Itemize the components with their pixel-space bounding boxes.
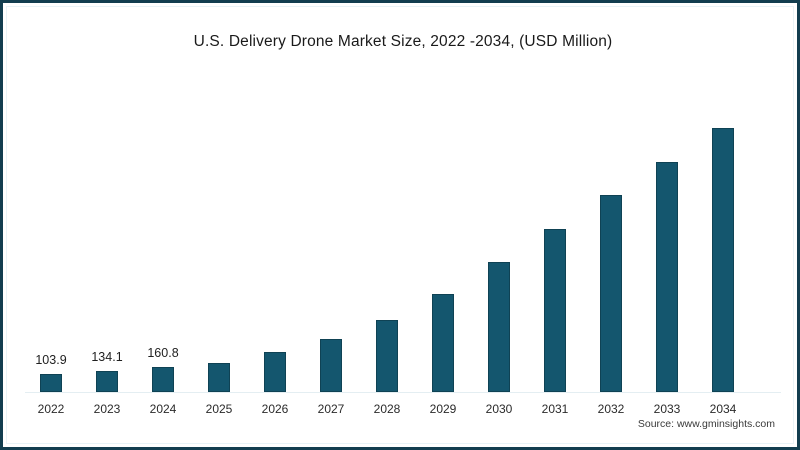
bar-value-label: 134.1 — [91, 350, 123, 364]
x-tick-label: 2027 — [317, 402, 345, 416]
bar-slot — [639, 72, 695, 392]
x-tick-label: 2032 — [597, 402, 625, 416]
x-tick-label: 2023 — [93, 402, 121, 416]
chart-title: U.S. Delivery Drone Market Size, 2022 -2… — [193, 33, 613, 50]
bar[interactable] — [152, 367, 174, 392]
bar-slot — [247, 72, 303, 392]
bar-slot — [695, 72, 751, 392]
bar[interactable] — [40, 374, 62, 392]
x-tick-label: 2033 — [653, 402, 681, 416]
bar[interactable] — [320, 339, 342, 392]
bar[interactable] — [96, 371, 118, 392]
bar-slot — [191, 72, 247, 392]
bar-slot — [359, 72, 415, 392]
x-tick-label: 2024 — [149, 402, 177, 416]
bar[interactable] — [544, 229, 566, 392]
bar[interactable] — [656, 162, 678, 392]
x-tick-label: 2025 — [205, 402, 233, 416]
bar[interactable] — [488, 262, 510, 392]
x-tick-label: 2026 — [261, 402, 289, 416]
bar-slot: 160.8 — [135, 72, 191, 392]
bar-slot — [527, 72, 583, 392]
source-note: Source: www.gminsights.com — [637, 418, 775, 430]
x-axis-baseline — [25, 392, 781, 393]
bar-value-label: 160.8 — [147, 346, 179, 360]
x-tick-label: 2034 — [709, 402, 737, 416]
bar[interactable] — [208, 363, 230, 392]
x-tick-label: 2022 — [37, 402, 65, 416]
bar[interactable] — [712, 128, 734, 392]
bar[interactable] — [432, 294, 454, 392]
bar[interactable] — [376, 320, 398, 392]
bar-slot — [471, 72, 527, 392]
bar-slot: 134.1 — [79, 72, 135, 392]
x-tick-label: 2028 — [373, 402, 401, 416]
bar-slot — [583, 72, 639, 392]
bar[interactable] — [264, 352, 286, 392]
bar-slot — [303, 72, 359, 392]
x-tick-label: 2029 — [429, 402, 457, 416]
bar-slot — [415, 72, 471, 392]
bar[interactable] — [600, 195, 622, 392]
x-tick-label: 2030 — [485, 402, 513, 416]
bar-value-label: 103.9 — [35, 353, 67, 367]
x-tick-label: 2031 — [541, 402, 569, 416]
bar-slot: 103.9 — [23, 72, 79, 392]
